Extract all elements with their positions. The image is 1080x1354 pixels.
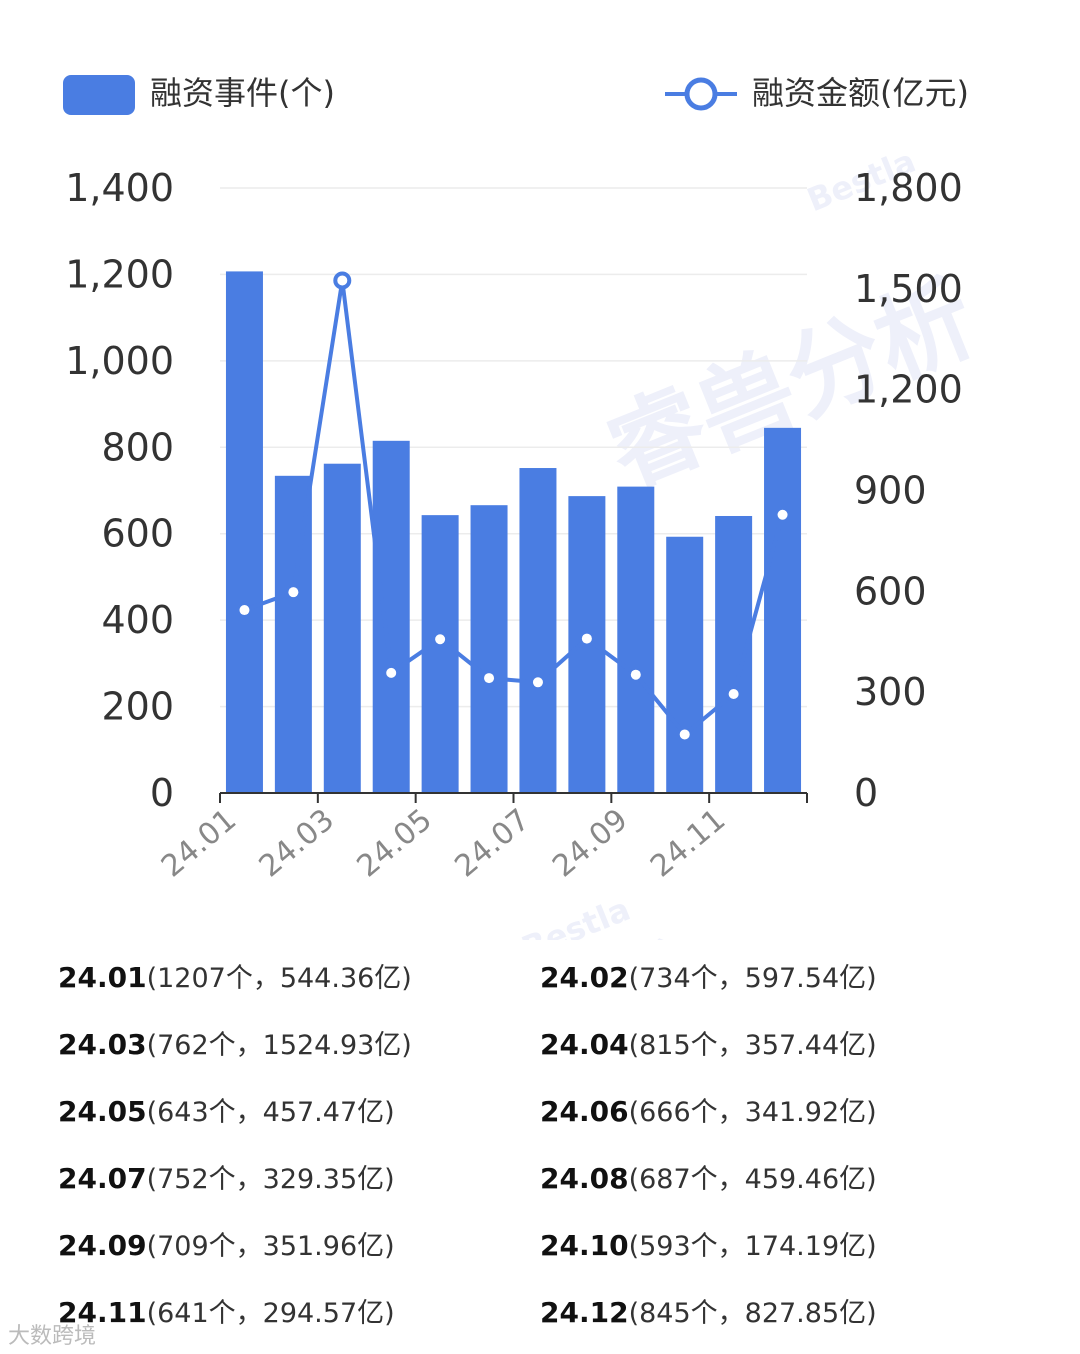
bar (225, 271, 263, 793)
summary-item: 24.11(641个，294.57亿) (58, 1295, 540, 1332)
summary-item: 24.09(709个，351.96亿) (58, 1228, 540, 1265)
summary-month: 24.10 (540, 1229, 629, 1262)
line-point (581, 633, 592, 644)
monthly-summary-list: 24.01(1207个，544.36亿) 24.02(734个，597.54亿)… (58, 960, 1058, 1332)
summary-detail: (1207个，544.36亿) (146, 963, 412, 994)
summary-month: 24.06 (540, 1095, 629, 1128)
line-point (532, 677, 543, 688)
x-tick-label: 24.05 (351, 802, 439, 884)
y-right-tick-label: 1,500 (854, 267, 963, 311)
line-point-highlight (333, 271, 352, 290)
summary-month: 24.12 (540, 1296, 629, 1329)
summary-month: 24.01 (58, 961, 147, 994)
y-right-tick-label: 0 (854, 771, 878, 815)
bar (421, 515, 459, 793)
line-point (386, 667, 397, 678)
line-point (484, 673, 495, 684)
bar (274, 475, 312, 793)
summary-item: 24.01(1207个，544.36亿) (58, 960, 540, 997)
summary-detail: (734个，597.54亿) (628, 963, 877, 994)
x-tick-label: 24.07 (448, 802, 536, 884)
y-left-tick-label: 1,200 (65, 252, 174, 296)
summary-month: 24.04 (540, 1028, 629, 1061)
y-left-tick-label: 600 (101, 512, 174, 556)
line-series-path (243, 278, 785, 737)
y-right-tick-label: 1,200 (854, 368, 963, 412)
bar (666, 536, 704, 793)
combo-chart: 睿兽分析Bestla睿兽分析Bestla融资事件(个)融资金额(亿元)02004… (63, 74, 990, 940)
line-point (288, 587, 299, 598)
summary-detail: (643个，457.47亿) (146, 1097, 395, 1128)
y-left-tick-label: 200 (101, 685, 174, 729)
summary-detail: (593个，174.19亿) (628, 1231, 877, 1262)
chart-canvas: 睿兽分析Bestla睿兽分析Bestla融资事件(个)融资金额(亿元)02004… (63, 74, 990, 940)
y-left-tick-label: 1,000 (65, 339, 174, 383)
y-right-tick-label: 300 (854, 670, 927, 714)
summary-month: 24.03 (58, 1028, 147, 1061)
summary-item: 24.08(687个，459.46亿) (540, 1161, 1022, 1198)
y-left-tick-label: 0 (150, 771, 174, 815)
summary-detail: (687个，459.46亿) (628, 1164, 877, 1195)
summary-detail: (641个，294.57亿) (146, 1298, 395, 1329)
bar (764, 427, 802, 793)
line-point (777, 509, 788, 520)
summary-item: 24.04(815个，357.44亿) (540, 1027, 1022, 1064)
line-point (679, 729, 690, 740)
y-left-tick-label: 1,400 (65, 166, 174, 210)
y-left-tick-label: 800 (101, 425, 174, 469)
legend-bar-label: 融资事件(个) (150, 74, 335, 112)
bar (323, 463, 361, 793)
bar (519, 468, 557, 793)
summary-detail: (815个，357.44亿) (628, 1030, 877, 1061)
line-point (239, 605, 250, 616)
summary-month: 24.11 (58, 1296, 147, 1329)
summary-detail: (709个，351.96亿) (146, 1231, 395, 1262)
summary-detail: (666个，341.92亿) (628, 1097, 877, 1128)
summary-item: 24.07(752个，329.35亿) (58, 1161, 540, 1198)
summary-month: 24.02 (540, 961, 629, 994)
legend-bar-swatch (63, 75, 135, 115)
summary-item: 24.03(762个，1524.93亿) (58, 1027, 540, 1064)
summary-month: 24.05 (58, 1095, 147, 1128)
y-right-tick-label: 600 (854, 569, 927, 613)
summary-month: 24.07 (58, 1162, 147, 1195)
bar (372, 440, 410, 793)
bar (568, 496, 606, 793)
summary-month: 24.09 (58, 1229, 147, 1262)
summary-detail: (752个，329.35亿) (146, 1164, 395, 1195)
summary-item: 24.10(593个，174.19亿) (540, 1228, 1022, 1265)
y-left-tick-label: 400 (101, 598, 174, 642)
source-watermark: 大数跨境 (8, 1324, 97, 1349)
line-point (435, 634, 446, 645)
summary-item: 24.12(845个，827.85亿) (540, 1295, 1022, 1332)
summary-item: 24.06(666个，341.92亿) (540, 1094, 1022, 1131)
watermark-sub: Bestla (516, 890, 635, 940)
bar (617, 486, 655, 793)
x-tick-label: 24.11 (644, 802, 732, 884)
line-point (630, 669, 641, 680)
x-tick-label: 24.09 (546, 802, 634, 884)
watermark-brand: 睿兽分析 (315, 925, 713, 940)
summary-item: 24.02(734个，597.54亿) (540, 960, 1022, 997)
summary-detail: (762个，1524.93亿) (146, 1030, 412, 1061)
legend-line-label: 融资金额(亿元) (752, 74, 969, 112)
bar (715, 515, 753, 793)
summary-month: 24.08 (540, 1162, 629, 1195)
x-tick-label: 24.03 (253, 802, 341, 884)
legend-line-marker (684, 77, 718, 111)
line-point (728, 688, 739, 699)
summary-detail: (845个，827.85亿) (628, 1298, 877, 1329)
summary-item: 24.05(643个，457.47亿) (58, 1094, 540, 1131)
bar (470, 505, 508, 793)
y-right-tick-label: 1,800 (854, 166, 963, 210)
y-right-tick-label: 900 (854, 469, 927, 513)
